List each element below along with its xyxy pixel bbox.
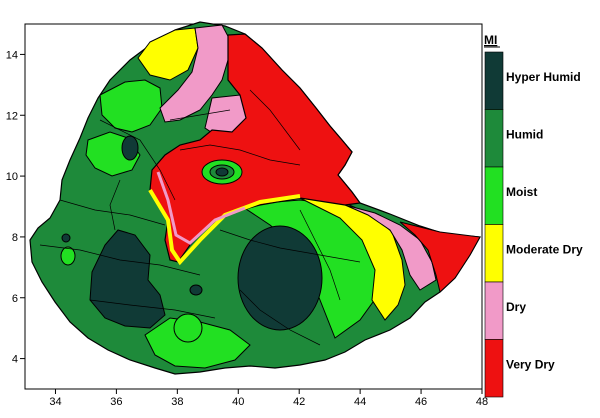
admin-boundaries: [39, 89, 361, 346]
x-tick-label: 36: [110, 396, 122, 408]
legend-swatch-moist: [484, 166, 504, 225]
region-hyper-humid-island: [215, 167, 229, 177]
region-moist-west-1: [99, 79, 163, 133]
y-tick-label: 10: [6, 171, 18, 183]
region-moist-small-1: [60, 246, 76, 266]
x-tick-label: 44: [354, 396, 366, 408]
x-tick-label: 40: [232, 396, 244, 408]
region-hyper-humid-small-3: [189, 284, 203, 296]
legend-label-very-dry: Very Dry: [506, 357, 555, 371]
y-tick-label: 8: [12, 232, 18, 244]
y-tick-label: 6: [12, 293, 18, 305]
y-tick-label: 4: [12, 354, 18, 366]
region-hyper-humid-south: [237, 225, 323, 331]
region-moderate-dry-central: [148, 188, 301, 266]
x-tick-label: 48: [476, 396, 488, 408]
x-tick-label: 46: [415, 396, 427, 408]
legend-title: MI: [484, 33, 497, 47]
legend-swatch-dry: [484, 281, 504, 340]
y-tick-label: 14: [6, 49, 18, 61]
region-dry-central-edge: [156, 171, 246, 245]
legend-swatch-moderate-dry: [484, 224, 504, 283]
legend-label-dry: Dry: [506, 300, 526, 314]
legend: Hyper Humid Humid Moist Moderate Dry Dry Very…: [484, 51, 583, 398]
region-hyper-humid-small-1: [121, 135, 139, 161]
x-tick-label: 38: [171, 396, 183, 408]
x-axis: 34 36 38 40 42 44 46 48: [49, 389, 488, 408]
y-axis: 4 6 8 10 12 14: [6, 49, 25, 366]
legend-swatch-hyper-humid: [484, 51, 504, 110]
legend-label-hyper-humid: Hyper Humid: [506, 70, 581, 84]
legend-swatch-humid: [484, 109, 504, 168]
x-tick-label: 42: [293, 396, 305, 408]
region-moderate-dry-north: [137, 27, 199, 81]
legend-swatch-very-dry: [484, 339, 504, 398]
region-hyper-humid-small-2: [61, 233, 71, 243]
y-tick-label: 12: [6, 110, 18, 122]
region-dry-east: [344, 204, 437, 291]
region-moist-small-2: [173, 313, 203, 343]
region-very-dry-east: [399, 221, 481, 293]
region-hyper-humid-sw: [89, 229, 166, 329]
legend-label-moist: Moist: [506, 185, 537, 199]
legend-label-humid: Humid: [506, 127, 543, 141]
legend-label-moderate-dry: Moderate Dry: [506, 242, 583, 256]
x-tick-label: 34: [49, 396, 61, 408]
